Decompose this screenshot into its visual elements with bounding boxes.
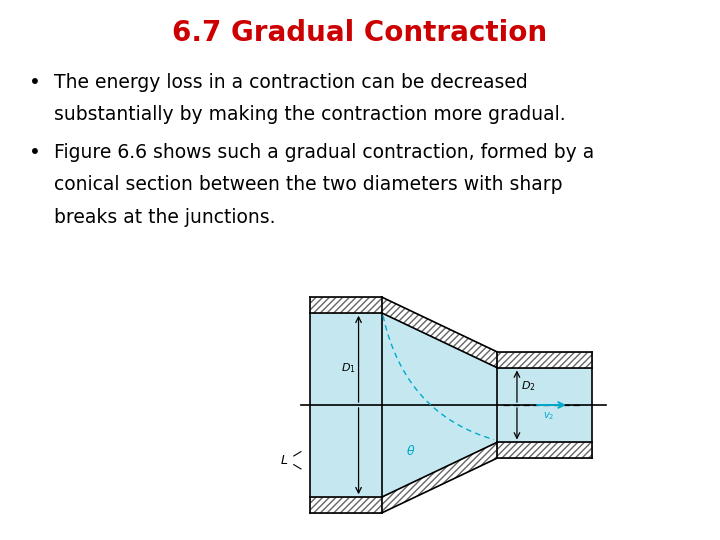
- Text: The energy loss in a contraction can be decreased: The energy loss in a contraction can be …: [54, 73, 528, 92]
- Polygon shape: [382, 442, 497, 513]
- Text: •: •: [29, 73, 40, 92]
- Text: 6.7 Gradual Contraction: 6.7 Gradual Contraction: [172, 19, 548, 47]
- Polygon shape: [497, 442, 592, 458]
- Polygon shape: [382, 297, 497, 368]
- Text: conical section between the two diameters with sharp: conical section between the two diameter…: [54, 176, 562, 194]
- Text: Figure 6.6 shows such a gradual contraction, formed by a: Figure 6.6 shows such a gradual contract…: [54, 143, 594, 162]
- Text: $v_2$: $v_2$: [543, 410, 554, 422]
- Polygon shape: [310, 313, 382, 497]
- Text: substantially by making the contraction more gradual.: substantially by making the contraction …: [54, 105, 566, 124]
- Text: •: •: [29, 143, 40, 162]
- Polygon shape: [497, 368, 592, 442]
- Polygon shape: [310, 497, 382, 513]
- Polygon shape: [310, 297, 382, 313]
- Text: $D_2$: $D_2$: [521, 380, 536, 393]
- Polygon shape: [497, 352, 592, 368]
- Text: $D_1$: $D_1$: [341, 361, 356, 375]
- Text: $L$: $L$: [279, 454, 288, 467]
- Polygon shape: [382, 313, 497, 497]
- Text: $\theta$: $\theta$: [405, 444, 415, 458]
- Text: breaks at the junctions.: breaks at the junctions.: [54, 208, 276, 227]
